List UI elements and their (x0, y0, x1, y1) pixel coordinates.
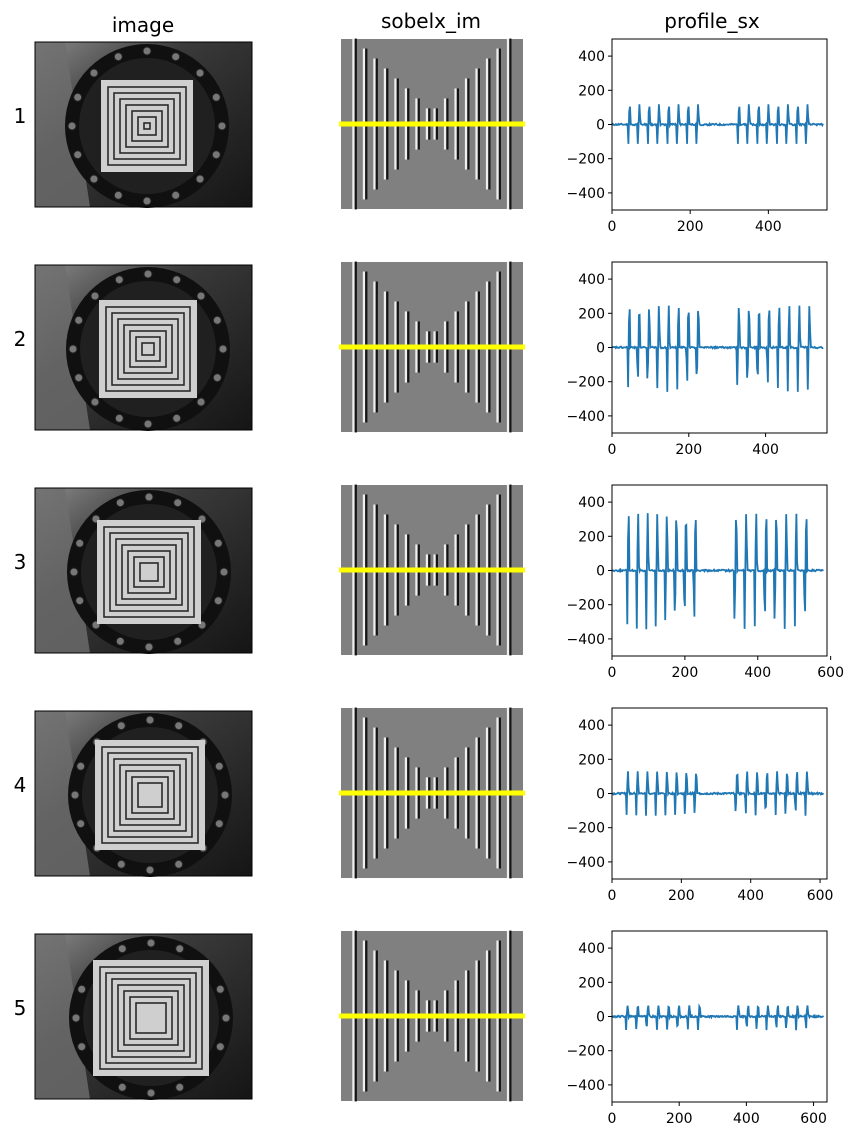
profile-plot: 400 200 0 −200 −400 0 200 400 600 (567, 707, 834, 904)
y-tick-label: 400 (578, 49, 605, 65)
y-tick-label: 400 (578, 272, 605, 288)
y-tick-label: 200 (578, 83, 605, 99)
y-tick-label: −200 (567, 1044, 605, 1060)
plot-frame (611, 38, 828, 211)
photo-panel (34, 933, 253, 1100)
y-tick-label: −400 (567, 409, 605, 425)
x-tick-label: 0 (608, 219, 617, 235)
y-tick-label: 200 (578, 529, 605, 545)
target (97, 520, 201, 624)
sobel-panel (339, 484, 525, 656)
y-tick-label: −400 (567, 632, 605, 648)
y-tick-label: 400 (578, 495, 605, 511)
profile-plot: 400 200 0 −200 −400 0 200 400 (567, 38, 828, 235)
row-label: 4 (14, 773, 27, 797)
x-tick-label: 200 (677, 219, 704, 235)
row-label: 2 (14, 327, 27, 351)
x-tick-label: 400 (733, 1111, 760, 1127)
sobel-panel (339, 38, 525, 210)
y-tick-label: 0 (596, 564, 605, 580)
target (95, 740, 205, 850)
y-tick-label: −400 (567, 855, 605, 871)
y-tick-label: 0 (596, 1010, 605, 1026)
sobel-panel (339, 261, 525, 433)
x-tick-label: 200 (668, 888, 695, 904)
x-tick-label: 400 (737, 888, 764, 904)
y-tick-label: 400 (578, 718, 605, 734)
row-4: 4 400 200 0 −200 −400 0 200 400 600 (14, 707, 834, 904)
profile-plot: 400 200 0 −200 −400 0 200 400 600 (567, 484, 844, 681)
profile-line (611, 513, 824, 630)
x-tick-label: 600 (817, 665, 844, 681)
profile-plot: 400 200 0 −200 −400 0 200 400 (567, 261, 828, 458)
row-label: 5 (14, 996, 27, 1020)
y-tick-label: 400 (578, 941, 605, 957)
x-tick-label: 200 (672, 665, 699, 681)
row-3: 3 400 200 0 −200 −400 0 200 400 600 (14, 484, 844, 681)
row-label: 1 (14, 104, 27, 128)
profile-line (611, 1003, 825, 1031)
x-tick-label: 0 (608, 888, 617, 904)
x-tick-label: 200 (675, 442, 702, 458)
y-tick-label: −200 (567, 821, 605, 837)
x-tick-label: 400 (744, 665, 771, 681)
x-tick-label: 400 (755, 219, 782, 235)
scan-line (339, 567, 525, 573)
target (99, 300, 197, 398)
photo-panel (34, 41, 253, 208)
y-tick-label: 0 (596, 787, 605, 803)
x-tick-label: 0 (608, 442, 617, 458)
profile-line (611, 305, 824, 392)
x-tick-label: 400 (752, 442, 779, 458)
row-5: 5 400 200 0 −200 −400 0 200 400 600 (14, 930, 828, 1127)
sobel-panel (339, 707, 525, 879)
y-tick-label: 0 (596, 341, 605, 357)
row-label: 3 (14, 550, 27, 574)
sobel-panel (339, 930, 525, 1102)
scan-line (339, 344, 525, 350)
y-tick-label: 200 (578, 752, 605, 768)
plot-frame (611, 707, 828, 880)
x-tick-label: 600 (807, 888, 834, 904)
column-title-sobelx: sobelx_im (381, 9, 481, 33)
scan-line (339, 121, 525, 127)
plot-frame (611, 261, 828, 434)
y-tick-label: −200 (567, 375, 605, 391)
x-tick-label: 0 (608, 1111, 617, 1127)
y-tick-label: 0 (596, 118, 605, 134)
profile-line (611, 104, 824, 144)
plot-frame (611, 930, 828, 1103)
target (101, 80, 193, 172)
scan-line (339, 790, 525, 796)
column-title-image: image (112, 13, 174, 37)
profile-plot: 400 200 0 −200 −400 0 200 400 600 (567, 930, 828, 1127)
y-tick-label: 200 (578, 975, 605, 991)
row-1: 1 400 200 0 −200 −400 0 200 400 (14, 38, 828, 235)
photo-panel (34, 487, 253, 654)
target (93, 960, 209, 1076)
profile-line (611, 771, 825, 816)
x-tick-label: 0 (608, 665, 617, 681)
photo-panel (34, 710, 253, 877)
plot-frame (611, 484, 828, 657)
y-tick-label: −400 (567, 186, 605, 202)
x-tick-label: 600 (800, 1111, 827, 1127)
y-tick-label: −200 (567, 152, 605, 168)
y-tick-label: 200 (578, 306, 605, 322)
photo-panel (34, 264, 253, 431)
column-title-profile: profile_sx (664, 9, 760, 33)
y-tick-label: −400 (567, 1078, 605, 1094)
y-tick-label: −200 (567, 598, 605, 614)
scan-line (339, 1013, 525, 1019)
x-tick-label: 200 (666, 1111, 693, 1127)
row-2: 2 400 200 0 −200 −400 0 200 400 (14, 261, 828, 458)
